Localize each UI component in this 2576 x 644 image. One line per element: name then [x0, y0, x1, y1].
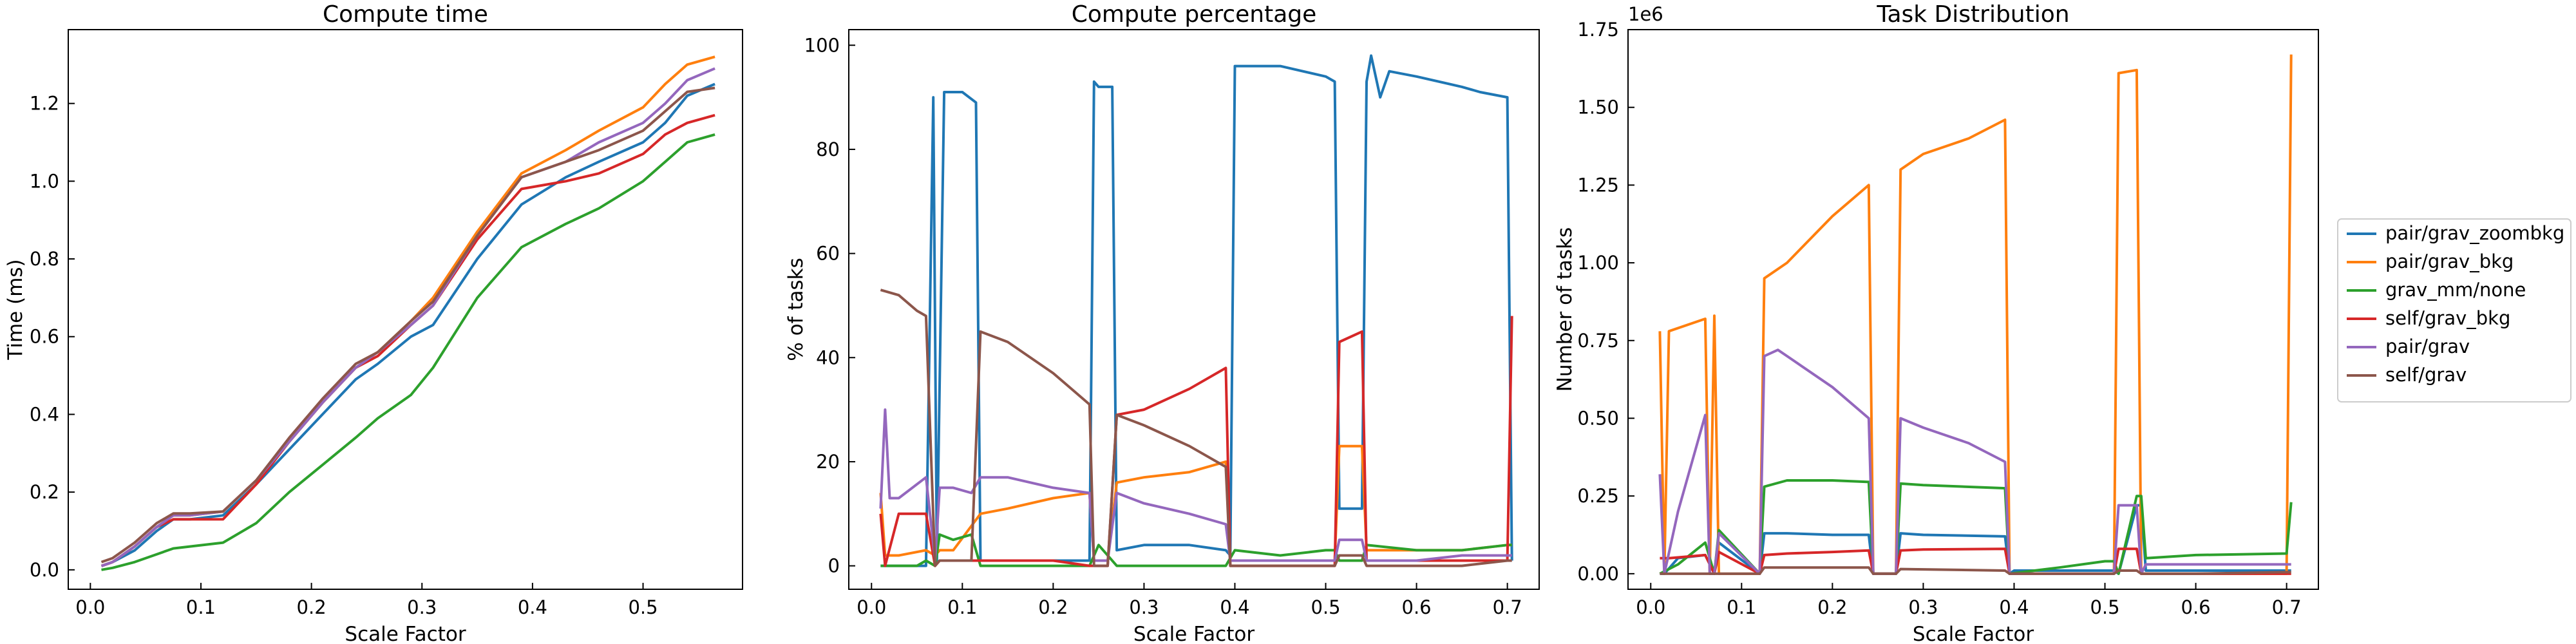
series-line-self-grav — [1660, 566, 2291, 575]
y-tick-label: 1.75 — [1577, 19, 1619, 41]
x-tick-label: 0.3 — [1908, 596, 1938, 618]
y-axis-label: Time (ms) — [4, 259, 27, 360]
y-tick-label: 0.6 — [30, 326, 59, 348]
x-axis-label: Scale Factor — [1913, 623, 2034, 644]
y-tick-label: 80 — [816, 138, 840, 160]
x-tick-label: 0.1 — [186, 596, 216, 618]
y-tick-label: 1.2 — [30, 93, 59, 115]
legend-label: pair/grav_zoombkg — [2385, 222, 2564, 244]
legend: pair/grav_zoombkg pair/grav_bkg grav_mm/no… — [2337, 218, 2571, 402]
y-tick-label: 0.75 — [1577, 330, 1619, 352]
x-tick-label: 0.1 — [947, 596, 977, 618]
x-tick-label: 0.2 — [1817, 596, 1847, 618]
x-tick-label: 0.3 — [1129, 596, 1159, 618]
x-tick-label: 0.2 — [1038, 596, 1068, 618]
y-tick-label: 1.00 — [1577, 252, 1619, 274]
x-tick-label: 0.5 — [628, 596, 658, 618]
x-tick-label: 0.6 — [2181, 596, 2211, 618]
x-tick-label: 0.0 — [1636, 596, 1665, 618]
x-tick-label: 0.3 — [407, 596, 437, 618]
series-line-grav-mm-none — [1659, 479, 2293, 575]
y-axis-label: % of tasks — [784, 258, 808, 361]
y-tick-label: 0.25 — [1577, 485, 1619, 507]
chart-panel-3: 0.0 0.1 0.2 0.3 0.4 0.5 0.6 0.7 0.00 0.25 0.50 0.75… — [1553, 1, 2319, 644]
y-tick-label: 1.0 — [30, 170, 59, 192]
series-line-pair-grav-bkg — [100, 55, 715, 567]
x-tick-label: 0.5 — [2090, 596, 2119, 618]
y-tick-label: 0 — [828, 555, 840, 577]
x-tick-label: 0.5 — [1311, 596, 1340, 618]
y-tick-label: 60 — [816, 243, 840, 265]
chart-title: Compute percentage — [1072, 1, 1317, 28]
axes-frame — [848, 29, 1540, 590]
series-line-pair-grav — [1658, 348, 2291, 575]
x-tick-label: 0.7 — [2272, 596, 2302, 618]
legend-box — [2337, 218, 2571, 402]
x-tick-label: 0.0 — [857, 596, 886, 618]
axes-frame — [68, 29, 743, 590]
y-tick-label: 0.50 — [1577, 407, 1619, 429]
y-tick-label: 20 — [816, 451, 840, 473]
series-line-pair-grav-bkg — [1658, 54, 2293, 575]
axes-frame — [1627, 29, 2319, 590]
series-line-self-grav — [880, 289, 1512, 567]
series-line-pair-grav-zoombkg — [880, 54, 1513, 567]
x-tick-label: 0.2 — [297, 596, 327, 618]
chart-title: Compute time — [323, 1, 488, 28]
x-axis-label: Scale Factor — [1133, 623, 1255, 644]
x-tick-label: 0.4 — [1999, 596, 2029, 618]
y-offset-label: 1e6 — [1628, 3, 1663, 25]
chart-title: Task Distribution — [1876, 1, 2069, 28]
chart-panel-2: 0.0 0.1 0.2 0.3 0.4 0.5 0.6 0.7 0 20 40 60 80 100 Comp… — [784, 1, 1540, 644]
y-tick-label: 40 — [816, 346, 840, 368]
legend-label: self/grav — [2385, 364, 2467, 386]
series-line-grav-mm-none — [101, 133, 715, 571]
y-tick-label: 1.25 — [1577, 174, 1619, 196]
y-tick-label: 0.2 — [30, 481, 59, 503]
series-line-pair-grav-zoombkg — [100, 82, 715, 567]
y-tick-label: 0.8 — [30, 248, 59, 270]
y-tick-label: 100 — [804, 34, 840, 56]
x-tick-label: 0.4 — [1220, 596, 1249, 618]
chart-panel-1: 0.0 0.1 0.2 0.3 0.4 0.5 0.0 0.2 0.4 0.6 0.8 1.0 1.2 C… — [4, 1, 743, 644]
x-tick-label: 0.7 — [1493, 596, 1522, 618]
y-tick-label: 0.00 — [1577, 563, 1619, 585]
legend-label: pair/grav_bkg — [2385, 251, 2514, 272]
x-tick-label: 0.6 — [1402, 596, 1432, 618]
y-axis-label: Number of tasks — [1553, 227, 1577, 392]
x-tick-label: 0.1 — [1727, 596, 1756, 618]
y-tick-label: 0.0 — [30, 559, 59, 581]
legend-label: pair/grav — [2385, 336, 2470, 357]
legend-label: grav_mm/none — [2385, 279, 2526, 301]
series-line-self-grav-bkg — [100, 113, 715, 567]
x-tick-label: 0.0 — [75, 596, 105, 618]
series-line-pair-grav — [100, 67, 715, 567]
x-tick-label: 0.4 — [518, 596, 547, 618]
y-tick-label: 1.50 — [1577, 97, 1619, 118]
y-tick-label: 0.4 — [30, 403, 59, 425]
legend-label: self/grav_bkg — [2385, 307, 2510, 329]
x-axis-label: Scale Factor — [345, 623, 466, 644]
series-line-self-grav — [100, 86, 715, 564]
